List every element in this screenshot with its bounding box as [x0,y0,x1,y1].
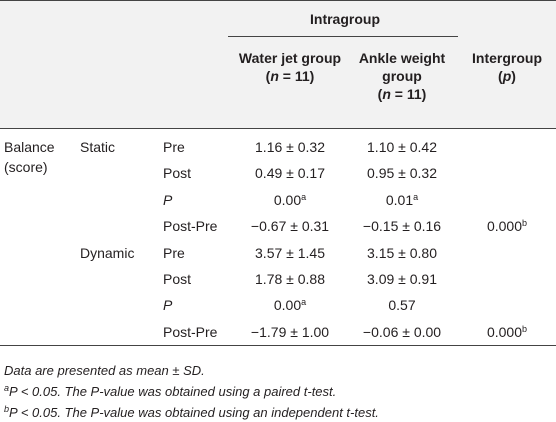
cell: 0.00a [274,296,306,314]
cell-value: 1.10 ± 0.42 [367,139,437,155]
cell: 0.000b [487,323,527,341]
cell: 3.09 ± 0.91 [367,270,437,288]
header-part: = 11) [390,86,427,102]
header-part: ( [265,68,271,84]
cell: 1.78 ± 0.88 [255,270,325,288]
cell-value: 0.01 [385,191,414,208]
cell: 0.01a [386,191,418,209]
cell: 1.10 ± 0.42 [367,138,437,156]
footnote: Data are presented as mean ± SD. [4,363,205,378]
cell-superscript: b [522,323,528,334]
bottom-rule [0,345,556,346]
footnote-text: P < 0.05. The P-value was obtained using… [9,384,337,399]
cell-value: 3.15 ± 0.80 [367,244,437,261]
footnote: aP < 0.05. The P-value was obtained usin… [4,383,336,401]
stat-label: P [163,191,173,208]
header-line: Water jet group [238,50,342,66]
cell: 1.16 ± 0.32 [255,138,325,156]
cell-superscript: b [522,218,528,229]
row-label: (score) [4,159,48,175]
stat-label: Post-Pre [163,218,218,235]
cell-superscript: a [301,191,307,202]
stat-label: P [163,297,173,314]
cell-value: −1.79 ± 1.00 [250,323,330,340]
header-line: Intergroup [472,50,542,66]
cell-value: −0.15 ± 0.16 [362,218,442,235]
header-part: n [382,86,391,102]
cell: −0.67 ± 0.31 [251,217,329,235]
header-part: ) [511,68,516,84]
cell-value: 0.57 [388,297,416,314]
cell: 3.57 ± 1.45 [255,244,325,262]
footnote-text: P < 0.05. The P-value was obtained using… [9,405,379,420]
header-part: ( [377,86,383,102]
header-line: (p) [472,67,542,85]
stat-label: Pre [163,244,185,261]
subgroup-label: Static [80,139,116,155]
cell-superscript: a [301,297,307,308]
footnote: bP < 0.05. The P-value was obtained usin… [4,404,379,422]
cell-value: 0.00 [273,297,302,314]
cell-value: 0.49 ± 0.17 [255,165,325,182]
stat-label: Pre [163,139,185,155]
cell: 0.000b [487,217,527,235]
cell: −0.15 ± 0.16 [363,217,441,235]
header-line: Ankle weight [358,50,446,66]
top-rule [0,0,556,1]
cell-value: −0.67 ± 0.31 [250,218,330,235]
cell-value: 0.00 [273,191,302,208]
header-part: ( [498,68,503,84]
cell-value: −0.06 ± 0.00 [362,323,442,340]
cell: 0.95 ± 0.32 [367,164,437,182]
cell-value: 3.57 ± 1.45 [255,244,325,261]
header-line: group [382,68,422,84]
cell: −0.06 ± 0.00 [363,323,441,341]
subgroup-label: Dynamic [80,244,135,261]
cell: −1.79 ± 1.00 [251,323,329,341]
cell: 0.00a [274,191,306,209]
cell-value: 0.000 [486,218,523,235]
group-header: Intragroup [310,11,380,27]
cell-value: 0.000 [486,323,523,340]
cell-value: 1.16 ± 0.32 [255,139,325,155]
column-header: Water jet group (n = 11) [239,49,341,85]
stat-label: Post-Pre [163,323,218,340]
cell: 3.15 ± 0.80 [367,244,437,262]
column-header: Ankle weight group (n = 11) [359,49,445,103]
header-part: p [502,68,512,84]
cell-value: 3.09 ± 0.91 [367,271,437,287]
column-header: Intergroup (p) [472,49,542,85]
header-background [0,0,556,128]
cell: 0.57 [388,296,415,314]
stat-label: Post [163,165,192,182]
header-line: (n = 11) [359,85,445,103]
stat-label: Post [163,271,192,287]
header-part: = 11) [278,68,315,84]
header-rule [0,128,556,129]
cell-value: 0.95 ± 0.32 [367,165,437,182]
cell-value: 1.78 ± 0.88 [255,271,325,287]
footnote-mark: a [4,383,10,393]
cell-superscript: a [413,191,419,202]
row-label: Balance [4,139,55,155]
header-line: (n = 11) [239,67,341,85]
cell: 0.49 ± 0.17 [255,164,325,182]
group-rule [228,36,458,37]
header-part: n [270,68,279,84]
footnote-mark: b [4,404,10,414]
